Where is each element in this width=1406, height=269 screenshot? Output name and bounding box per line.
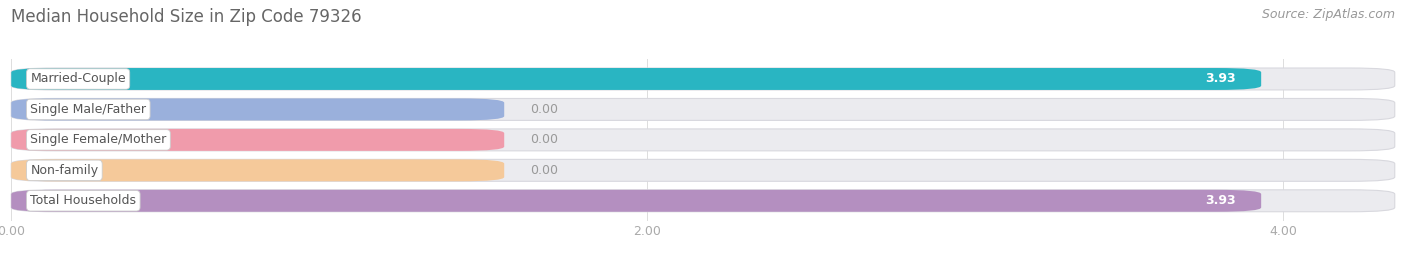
Text: Single Female/Mother: Single Female/Mother — [31, 133, 166, 146]
Text: 0.00: 0.00 — [530, 133, 558, 146]
Text: Single Male/Father: Single Male/Father — [31, 103, 146, 116]
FancyBboxPatch shape — [11, 68, 1395, 90]
FancyBboxPatch shape — [11, 129, 1395, 151]
FancyBboxPatch shape — [11, 190, 1395, 212]
Text: Total Households: Total Households — [31, 194, 136, 207]
FancyBboxPatch shape — [11, 159, 1395, 181]
FancyBboxPatch shape — [11, 129, 505, 151]
FancyBboxPatch shape — [11, 68, 1261, 90]
Text: 0.00: 0.00 — [530, 103, 558, 116]
FancyBboxPatch shape — [11, 98, 505, 121]
Text: 0.00: 0.00 — [530, 164, 558, 177]
FancyBboxPatch shape — [11, 190, 1261, 212]
Text: Non-family: Non-family — [31, 164, 98, 177]
Text: 3.93: 3.93 — [1205, 72, 1236, 86]
Text: 3.93: 3.93 — [1205, 194, 1236, 207]
Text: Median Household Size in Zip Code 79326: Median Household Size in Zip Code 79326 — [11, 8, 361, 26]
FancyBboxPatch shape — [11, 98, 1395, 121]
Text: Married-Couple: Married-Couple — [31, 72, 127, 86]
Text: Source: ZipAtlas.com: Source: ZipAtlas.com — [1261, 8, 1395, 21]
FancyBboxPatch shape — [11, 159, 505, 181]
